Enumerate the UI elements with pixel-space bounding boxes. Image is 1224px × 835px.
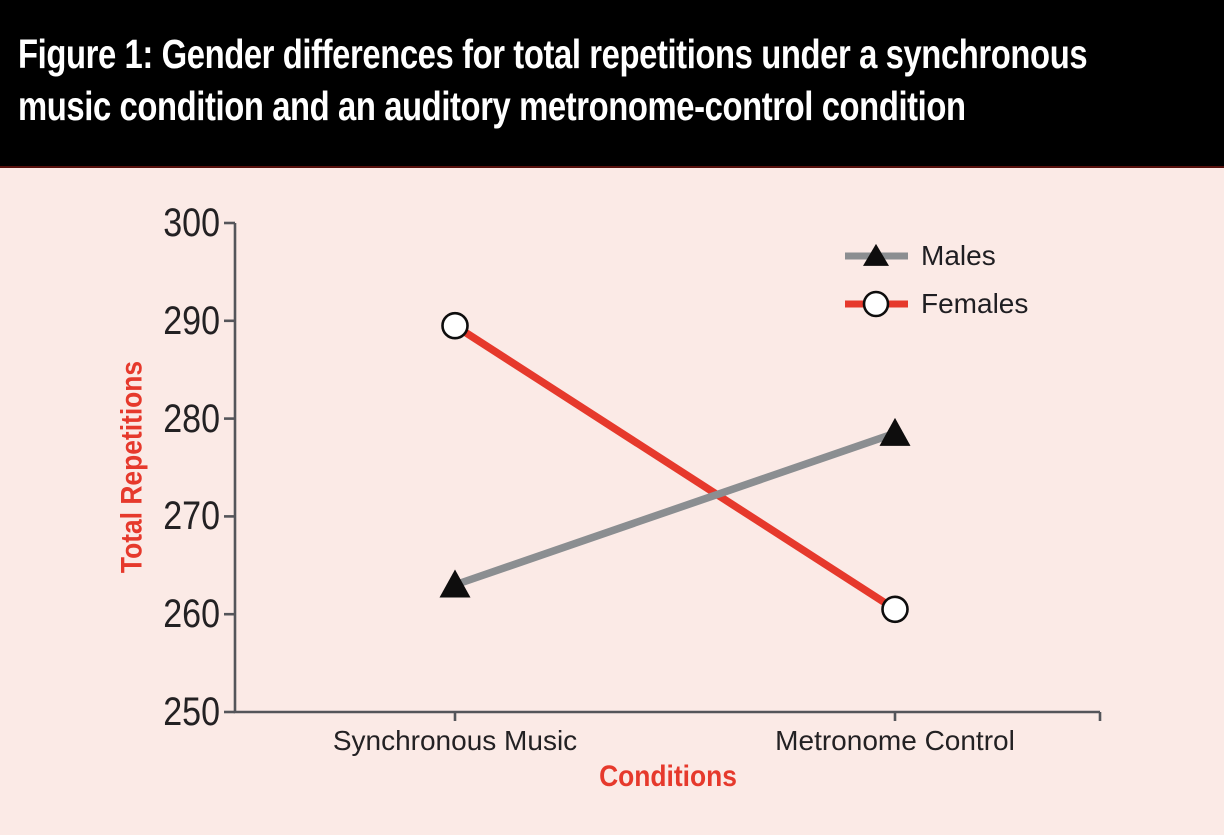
figure-title: Figure 1: Gender differences for total r… xyxy=(18,28,1224,132)
y-tick-label: 300 xyxy=(163,201,220,245)
y-tick-label: 280 xyxy=(163,396,220,441)
females-line xyxy=(452,322,898,613)
figure-header: Figure 1: Gender differences for total r… xyxy=(0,0,1224,168)
x-axis-title: Conditions xyxy=(599,760,737,793)
y-axis-title: Total Repetitions xyxy=(115,360,149,574)
males-marker xyxy=(439,569,471,598)
x-category-label-synchronous-music: Synchronous Music xyxy=(332,725,578,756)
y-tick-label: 260 xyxy=(163,592,220,637)
females-marker xyxy=(441,311,469,340)
y-tick-label: 290 xyxy=(163,298,220,343)
legend-label-males: Males xyxy=(921,240,996,271)
legend-label-females: Females xyxy=(921,288,1029,319)
y-tick-label: 270 xyxy=(163,494,220,539)
males-marker xyxy=(879,417,911,446)
legend-marker-males xyxy=(863,243,889,266)
x-category-label-metronome-control: Metronome Control xyxy=(775,725,1015,756)
figure-title-line2: music condition and an auditory metronom… xyxy=(18,83,966,129)
females-marker xyxy=(881,595,909,624)
males-line xyxy=(453,429,897,589)
legend-marker-females xyxy=(862,290,890,318)
y-tick-label: 250 xyxy=(163,690,220,734)
figure-title-line1: Figure 1: Gender differences for total r… xyxy=(18,31,1088,77)
